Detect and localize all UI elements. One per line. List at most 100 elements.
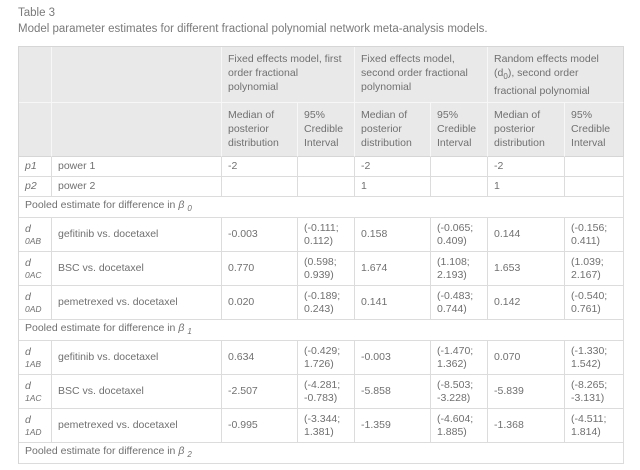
value-cell: (-0.111; 0.112): [298, 218, 356, 253]
model-title: Fixed effects model, second order fracti…: [361, 53, 468, 93]
param-symbol: d: [25, 291, 31, 304]
value-cell: 0.020: [222, 286, 298, 321]
value-cell: (-8.265; -3.131): [565, 375, 625, 410]
comparison-label-cell: BSC vs. docetaxel: [52, 375, 222, 410]
value-cell: [298, 157, 356, 178]
param-row-p1: p1 power 1 -2 -2 -2: [19, 157, 625, 178]
value-cell: [431, 177, 489, 198]
model-title-subscript: 0: [503, 72, 508, 82]
value-cell: -5.839: [488, 375, 566, 410]
table-caption: Model parameter estimates for different …: [18, 23, 488, 35]
param-symbol: d: [25, 380, 31, 393]
table-label: Table 3: [18, 7, 56, 19]
value-cell: -1.368: [488, 409, 566, 444]
param-symbol: p2: [25, 180, 37, 193]
value-cell: (-8.503; -3.228): [431, 375, 489, 410]
stat-header-ci: 95% Credible Interval: [565, 103, 625, 158]
model-title: ), second order fractional polynomial: [494, 67, 590, 98]
param-subscript: 0AB: [25, 236, 42, 247]
value-cell: (-4.281; -0.783): [298, 375, 356, 410]
value-cell: -2: [488, 157, 566, 178]
value-cell: [565, 157, 625, 178]
value-cell: [298, 177, 356, 198]
value-cell: -2: [355, 157, 432, 178]
beta-symbol: β: [178, 445, 185, 458]
param-subscript: 1AB: [25, 359, 42, 370]
section-label: Pooled estimate for difference in: [25, 322, 179, 335]
param-symbol-cell: d 0AC: [19, 252, 52, 287]
model-title: Random effects model (d: [494, 53, 599, 79]
value-cell: 0.142: [488, 286, 566, 321]
beta-symbol: β: [178, 199, 185, 212]
value-cell: (-3.344; 1.381): [298, 409, 356, 444]
comparison-label-cell: BSC vs. docetaxel: [52, 252, 222, 287]
value-cell: (-0.065; 0.409): [431, 218, 489, 253]
value-cell: 1: [355, 177, 432, 198]
value-cell: (-0.156; 0.411): [565, 218, 625, 253]
beta-symbol: β: [178, 322, 185, 335]
value-cell: 0.070: [488, 341, 566, 376]
param-subscript: 0AC: [25, 270, 42, 281]
value-cell: (-1.330; 1.542): [565, 341, 625, 376]
stat-header-row: Median of posterior distribution 95% Cre…: [19, 103, 625, 158]
results-table: Fixed effects model, first order fractio…: [18, 46, 625, 465]
param-subscript: 1AC: [25, 393, 42, 404]
empty-header-cell: [52, 47, 222, 104]
model-header-fixed-first-order: Fixed effects model, first order fractio…: [222, 47, 356, 104]
value-cell: 1.653: [488, 252, 566, 287]
value-cell: 1.674: [355, 252, 432, 287]
param-symbol-cell: p2: [19, 177, 52, 198]
param-row-p2: p2 power 2 1 1: [19, 177, 625, 198]
param-symbol: d: [25, 346, 31, 359]
param-symbol: d: [25, 257, 31, 270]
beta-subscript: 2: [187, 450, 192, 460]
value-cell: (-4.511; 1.814): [565, 409, 625, 444]
value-cell: -2.507: [222, 375, 298, 410]
model-header-fixed-second-order: Fixed effects model, second order fracti…: [355, 47, 489, 104]
stat-header-median: Median of posterior distribution: [355, 103, 432, 158]
value-cell: (-0.429; 1.726): [298, 341, 356, 376]
stat-header-ci: 95% Credible Interval: [298, 103, 356, 158]
model-header-row: Fixed effects model, first order fractio…: [19, 47, 625, 104]
value-cell: 0.141: [355, 286, 432, 321]
comparison-label-cell: gefitinib vs. docetaxel: [52, 218, 222, 253]
stat-header-median: Median of posterior distribution: [488, 103, 566, 158]
param-symbol-cell: d 1AD: [19, 409, 52, 444]
value-cell: 0.634: [222, 341, 298, 376]
section-label: Pooled estimate for difference in: [25, 199, 179, 212]
beta-subscript: 0: [187, 204, 192, 214]
stat-header-ci: 95% Credible Interval: [431, 103, 489, 158]
section-label: Pooled estimate for difference in: [25, 445, 179, 458]
value-cell: 0.144: [488, 218, 566, 253]
model-title: Fixed effects model, first order fractio…: [228, 53, 342, 93]
param-subscript: 0AD: [25, 304, 42, 315]
data-row-d0AD: d 0AD pemetrexed vs. docetaxel 0.020 (-0.…: [19, 286, 625, 321]
empty-header-cell: [19, 47, 52, 104]
param-symbol-cell: d 1AB: [19, 341, 52, 376]
data-row-d0AC: d 0AC BSC vs. docetaxel 0.770 (0.598; 0.9…: [19, 252, 625, 287]
param-symbol: d: [25, 414, 31, 427]
value-cell: [431, 157, 489, 178]
comparison-label-cell: pemetrexed vs. docetaxel: [52, 286, 222, 321]
value-cell: (0.598; 0.939): [298, 252, 356, 287]
value-cell: 0.770: [222, 252, 298, 287]
value-cell: (-1.470; 1.362): [431, 341, 489, 376]
data-row-d1AC: d 1AC BSC vs. docetaxel -2.507 (-4.281; -…: [19, 375, 625, 410]
value-cell: [565, 177, 625, 198]
param-symbol-cell: d 0AD: [19, 286, 52, 321]
data-row-d1AD: d 1AD pemetrexed vs. docetaxel -0.995 (-3…: [19, 409, 625, 444]
param-symbol: p1: [25, 160, 37, 173]
value-cell: 0.158: [355, 218, 432, 253]
value-cell: (1.108; 2.193): [431, 252, 489, 287]
model-header-random-second-order: Random effects model (d0), second order …: [488, 47, 625, 104]
value-cell: (-4.604; 1.885): [431, 409, 489, 444]
param-label-cell: power 2: [52, 177, 222, 198]
value-cell: 1: [488, 177, 566, 198]
value-cell: -5.858: [355, 375, 432, 410]
